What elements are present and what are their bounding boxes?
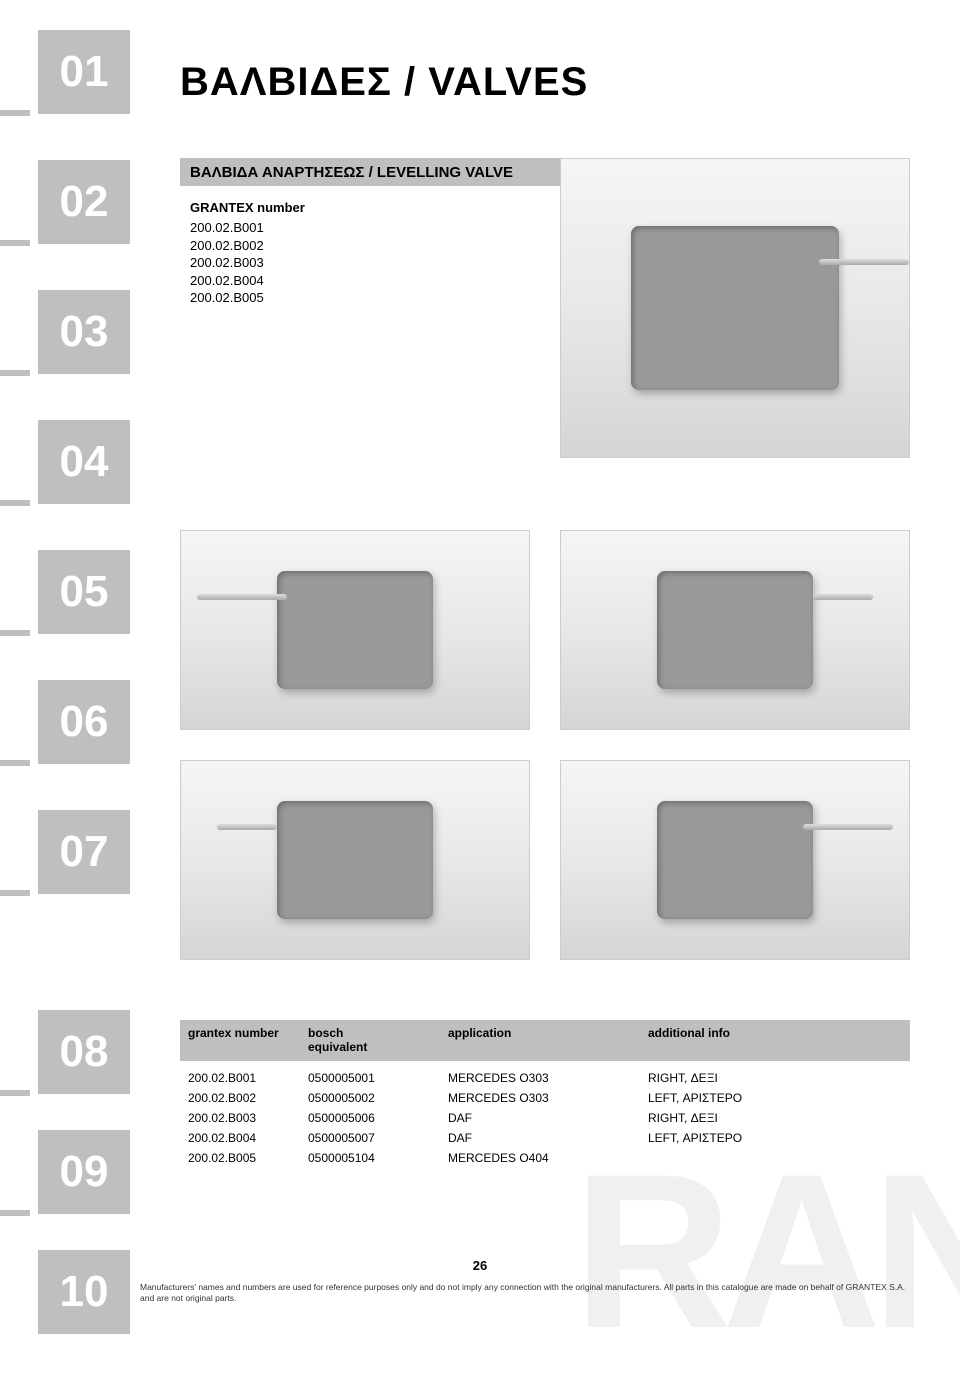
product-image-main (560, 158, 910, 458)
valve-icon (657, 801, 814, 920)
product-image-3 (560, 530, 910, 730)
cell: 0500005006 (300, 1108, 440, 1128)
cell: 200.02.B001 (180, 1061, 300, 1088)
cell: DAF (440, 1108, 640, 1128)
product-image-5 (560, 760, 910, 960)
tab-num: 04 (60, 437, 109, 487)
tab-num: 05 (60, 567, 109, 617)
tab-divider (0, 1210, 30, 1216)
grantex-item: 200.02.B001 (190, 219, 305, 237)
grantex-number-list: GRANTEX number 200.02.B001 200.02.B002 2… (190, 200, 305, 307)
valve-icon (631, 226, 840, 390)
tab-divider (0, 500, 30, 506)
col-info: additional info (640, 1020, 910, 1061)
tab-num: 06 (60, 697, 109, 747)
tab-divider (0, 370, 30, 376)
sidebar-tabs: 01 02 03 04 05 06 07 08 09 10 (0, 0, 130, 1348)
col-grantex: grantex number (180, 1020, 300, 1061)
col-application: application (440, 1020, 640, 1061)
cell: RIGHT, ΔΕΞΙ (640, 1061, 910, 1088)
col-bosch: bosch equivalent (300, 1020, 440, 1061)
subtitle-text: ΒΑΛΒΙΔΑ ΑΝΑΡΤΗΣΕΩΣ / LEVELLING VALVE (190, 164, 513, 181)
cell: MERCEDES O303 (440, 1061, 640, 1088)
tab-01: 01 (38, 30, 130, 114)
tab-num: 10 (60, 1267, 109, 1317)
cell: 200.02.B003 (180, 1108, 300, 1128)
cell: 0500005001 (300, 1061, 440, 1088)
tab-num: 07 (60, 827, 109, 877)
valve-arm-icon (819, 259, 909, 265)
table-row: 200.02.B001 0500005001 MERCEDES O303 RIG… (180, 1061, 910, 1088)
cell: 200.02.B002 (180, 1088, 300, 1108)
cross-reference-table: grantex number bosch equivalent applicat… (180, 1020, 910, 1168)
cell: 0500005007 (300, 1128, 440, 1148)
tab-04: 04 (38, 420, 130, 504)
tab-divider (0, 760, 30, 766)
valve-icon (277, 571, 434, 690)
tab-02: 02 (38, 160, 130, 244)
tab-07: 07 (38, 810, 130, 894)
table-header-row: grantex number bosch equivalent applicat… (180, 1020, 910, 1061)
cell: 200.02.B005 (180, 1148, 300, 1168)
cell: DAF (440, 1128, 640, 1148)
product-image-4 (180, 760, 530, 960)
tab-06: 06 (38, 680, 130, 764)
cell (640, 1148, 910, 1168)
tab-divider (0, 1090, 30, 1096)
tab-num: 03 (60, 307, 109, 357)
cell: 0500005002 (300, 1088, 440, 1108)
disclaimer-text: Manufacturers' names and numbers are use… (140, 1282, 920, 1304)
valve-arm-icon (197, 594, 287, 600)
table-row: 200.02.B005 0500005104 MERCEDES O404 (180, 1148, 910, 1168)
table-row: 200.02.B002 0500005002 MERCEDES O303 LEF… (180, 1088, 910, 1108)
tab-num: 08 (60, 1027, 109, 1077)
cell: RIGHT, ΔΕΞΙ (640, 1108, 910, 1128)
tab-09: 09 (38, 1130, 130, 1214)
grantex-item: 200.02.B003 (190, 254, 305, 272)
tab-divider (0, 110, 30, 116)
page-title: ΒΑΛΒΙΔΕΣ / VALVES (180, 60, 588, 105)
cell: MERCEDES O303 (440, 1088, 640, 1108)
cell: LEFT, ΑΡΙΣΤΕΡΟ (640, 1088, 910, 1108)
tab-divider (0, 630, 30, 636)
tab-03: 03 (38, 290, 130, 374)
grantex-header: GRANTEX number (190, 200, 305, 215)
tab-num: 01 (60, 47, 109, 97)
tab-num: 09 (60, 1147, 109, 1197)
valve-icon (657, 571, 814, 690)
grantex-item: 200.02.B004 (190, 272, 305, 290)
table-body: 200.02.B001 0500005001 MERCEDES O303 RIG… (180, 1061, 910, 1168)
cell: 0500005104 (300, 1148, 440, 1168)
cell: LEFT, ΑΡΙΣΤΕΡΟ (640, 1128, 910, 1148)
tab-divider (0, 240, 30, 246)
grantex-item: 200.02.B002 (190, 237, 305, 255)
tab-divider (0, 890, 30, 896)
product-image-2 (180, 530, 530, 730)
valve-icon (277, 801, 434, 920)
cell: MERCEDES O404 (440, 1148, 640, 1168)
grantex-item: 200.02.B005 (190, 289, 305, 307)
tab-05: 05 (38, 550, 130, 634)
page-number: 26 (0, 1258, 960, 1273)
cell: 200.02.B004 (180, 1128, 300, 1148)
table-row: 200.02.B003 0500005006 DAF RIGHT, ΔΕΞΙ (180, 1108, 910, 1128)
table-row: 200.02.B004 0500005007 DAF LEFT, ΑΡΙΣΤΕΡ… (180, 1128, 910, 1148)
valve-arm-icon (813, 594, 873, 600)
valve-arm-icon (803, 824, 893, 830)
tab-num: 02 (60, 177, 109, 227)
valve-arm-icon (217, 824, 277, 830)
tab-08: 08 (38, 1010, 130, 1094)
